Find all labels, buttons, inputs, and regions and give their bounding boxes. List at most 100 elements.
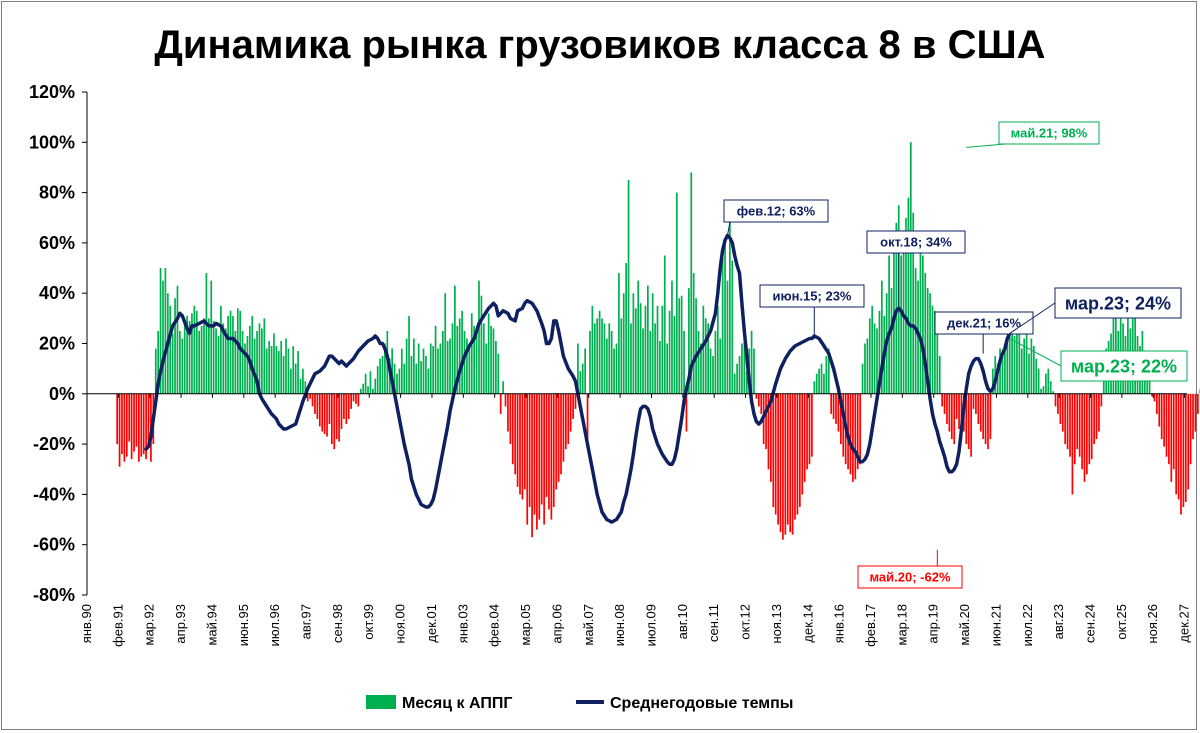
bar	[1155, 393, 1158, 414]
bar	[280, 340, 283, 394]
bar	[649, 330, 652, 394]
callout-box	[1054, 287, 1182, 319]
bar	[967, 393, 970, 450]
bar	[263, 318, 266, 394]
bar	[523, 393, 526, 490]
bar	[825, 356, 828, 394]
x-tick-label: авг.23	[1051, 604, 1066, 639]
y-tick-label: 80%	[39, 183, 75, 203]
x-tick-label: июл.09	[643, 604, 658, 646]
bar	[1180, 393, 1182, 515]
bar	[709, 348, 712, 394]
bar	[321, 393, 324, 432]
bar	[1054, 393, 1057, 407]
bar	[381, 356, 384, 394]
bar	[977, 393, 980, 424]
monthly-bars	[116, 142, 1200, 540]
bar	[704, 318, 707, 394]
bar	[905, 217, 907, 394]
callout-label: окт.18; 34%	[880, 235, 952, 250]
callout: дек.21; 16%	[934, 311, 1034, 354]
bar	[362, 383, 365, 394]
bar	[644, 305, 647, 394]
bar	[924, 273, 927, 394]
axes: янв.90 фев.91 мар.92 апр.93 май.94 июн.95 июл.…	[79, 92, 1192, 647]
bar	[965, 393, 968, 445]
x-tick-label: сен.11	[706, 604, 721, 642]
bar	[921, 255, 924, 394]
bar	[179, 330, 181, 394]
bar	[1057, 393, 1059, 414]
bar	[422, 348, 425, 394]
bar	[567, 393, 570, 445]
bar	[688, 288, 690, 394]
callout-leader	[966, 143, 1006, 148]
x-tick-label: июн.08	[612, 604, 627, 646]
bar	[1196, 393, 1199, 414]
bar	[564, 393, 567, 450]
y-tick-label: 20%	[39, 334, 75, 354]
bar	[852, 393, 854, 482]
x-tick-label: мар.92	[142, 604, 157, 645]
bar	[125, 393, 128, 457]
bar	[716, 305, 719, 394]
bar	[1172, 393, 1175, 470]
bar	[186, 315, 188, 394]
bar	[446, 340, 449, 394]
bar	[642, 328, 644, 394]
bar	[239, 310, 242, 394]
bar	[289, 368, 292, 394]
bar	[1177, 393, 1180, 500]
bar	[429, 343, 432, 394]
bar	[936, 330, 939, 394]
bar	[203, 318, 205, 394]
callout-box	[998, 121, 1100, 145]
bar	[147, 393, 150, 447]
y-tick-label: 0%	[49, 384, 75, 404]
average-line	[144, 233, 1012, 524]
bar	[543, 393, 545, 525]
bar	[514, 393, 517, 475]
bar	[1165, 393, 1168, 457]
bar	[323, 393, 326, 435]
bar	[116, 393, 119, 445]
callout-label: июн.15; 23%	[773, 289, 852, 304]
bar	[1160, 393, 1163, 440]
y-tick-label: 40%	[39, 283, 75, 303]
bar	[784, 393, 787, 535]
bar	[413, 338, 415, 394]
bar	[396, 373, 398, 394]
bar	[589, 330, 591, 394]
bar	[615, 343, 618, 394]
bar	[480, 295, 483, 394]
bar	[215, 328, 217, 394]
bar	[253, 338, 256, 394]
bar	[861, 363, 864, 394]
bar	[1001, 353, 1004, 394]
bar	[972, 393, 975, 409]
bar	[984, 393, 987, 445]
bar	[403, 363, 406, 394]
callout-box	[723, 199, 829, 223]
bar	[572, 393, 574, 419]
x-tick-label: апр.06	[549, 604, 564, 644]
bar	[743, 330, 746, 394]
bar	[138, 393, 140, 462]
bar	[287, 348, 290, 394]
bar	[702, 305, 705, 394]
bar	[1059, 393, 1062, 424]
bar	[306, 393, 309, 402]
bar	[333, 393, 336, 450]
bar	[801, 393, 804, 495]
bar	[909, 142, 912, 394]
bar	[625, 263, 628, 394]
callout: окт.18; 34%	[866, 230, 966, 309]
bar	[987, 393, 989, 450]
chart-title: Динамика рынка грузовиков класса 8 в США	[154, 23, 1045, 67]
bar	[533, 393, 536, 515]
bar	[943, 393, 946, 414]
x-tick-label: ноя.00	[393, 604, 408, 644]
x-tick-label: май.20	[957, 604, 972, 646]
callout-box	[857, 565, 963, 589]
bar	[347, 393, 350, 419]
